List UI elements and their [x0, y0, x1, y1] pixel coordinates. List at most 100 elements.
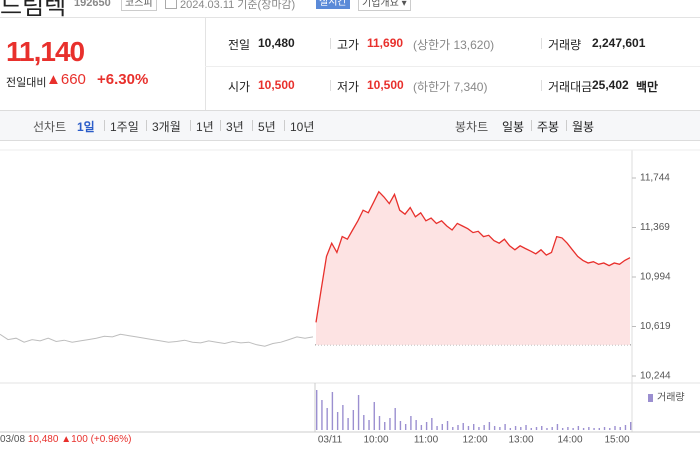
volume-bar: [609, 428, 611, 430]
volume-bar: [514, 426, 517, 430]
tab-title: 봉차트: [455, 120, 489, 134]
volume-bar: [556, 424, 559, 430]
divider: [541, 38, 542, 49]
volume-bar: [483, 425, 485, 430]
footer-date: 03/08: [0, 434, 26, 445]
divider: [104, 120, 105, 131]
x-tick-label: 10:00: [363, 435, 388, 446]
quote-value: 11,690: [367, 36, 404, 50]
volume-bar: [603, 427, 606, 430]
volume-bar: [394, 408, 396, 430]
divider: [284, 120, 285, 131]
x-tick-label: 13:00: [508, 435, 533, 446]
x-tick-label: 11:00: [414, 435, 439, 446]
realtime[interactable]: 실시간: [316, 0, 350, 9]
divider: [205, 18, 206, 110]
tab[interactable]: 월봉: [572, 120, 595, 134]
volume-bar: [598, 428, 600, 430]
quote-extra: (하한가 7,340): [413, 80, 488, 94]
volume-bar: [473, 424, 475, 430]
y-tick-label: 11,744: [640, 173, 670, 184]
quote-unit: 백만: [636, 80, 659, 94]
quote-value: 25,402: [592, 78, 629, 92]
volume-bar: [373, 402, 375, 430]
divider: [146, 120, 147, 131]
volume-bar: [452, 427, 454, 430]
volume-bar: [614, 426, 616, 430]
volume-bar: [561, 428, 564, 430]
company: 기업개요: [362, 0, 399, 9]
divider: [190, 120, 191, 131]
divider: [220, 120, 221, 131]
quote-value: 10,500: [367, 78, 404, 92]
stock-name: 드림텍: [0, 0, 67, 20]
volume-bar: [499, 427, 501, 430]
tab[interactable]: 3년: [226, 120, 244, 134]
volume-bar: [530, 428, 532, 430]
volume-bar: [347, 418, 349, 430]
volume-bar: [384, 422, 386, 430]
volume-bar: [541, 426, 543, 430]
tab[interactable]: 1주일: [110, 120, 139, 134]
x-tick-label: 12:00: [462, 435, 487, 446]
volume-bar: [457, 425, 459, 430]
tab-bar: [0, 110, 700, 141]
divider: [566, 120, 567, 131]
volume-bar: [572, 428, 574, 430]
quote-label: 고가: [337, 38, 360, 52]
company-button[interactable]: 기업개요 ▾: [358, 0, 411, 11]
volume-bar: [415, 420, 417, 430]
volume-bar: [520, 427, 522, 430]
date: 2024.03.11 기준(장마감): [180, 0, 296, 11]
x-tick-label: 03/11: [318, 435, 343, 446]
y-tick-label: 10,619: [640, 321, 671, 332]
quote-value: 10,480: [258, 36, 295, 50]
volume-bar: [389, 418, 391, 430]
quote-value: 10,500: [258, 78, 295, 92]
quote-label: 시가: [228, 80, 251, 94]
volume-bar: [478, 427, 480, 430]
volume-bar: [488, 422, 491, 430]
footer-change: ▲100: [61, 434, 88, 445]
volume-bar: [404, 424, 407, 430]
volume-bar: [436, 426, 438, 430]
tab-title: 선차트: [33, 120, 67, 134]
quote-label: 거래대금: [548, 80, 593, 94]
price-line: [0, 333, 314, 347]
volume-bar: [493, 426, 496, 430]
quote-label: 전일: [228, 38, 251, 52]
tab[interactable]: 10년: [290, 120, 315, 134]
tab[interactable]: 일봉: [502, 120, 525, 134]
tab[interactable]: 주봉: [537, 120, 560, 134]
volume-bar: [582, 428, 585, 430]
volume-bar: [316, 390, 318, 430]
volume-bar: [535, 427, 538, 430]
divider: [252, 120, 253, 131]
volume-bar: [551, 427, 553, 430]
volume-bar: [509, 428, 512, 430]
volume-bar: [326, 408, 328, 430]
volume-bar: [342, 405, 344, 430]
divider: [330, 38, 331, 49]
tab[interactable]: 1년: [196, 120, 214, 134]
volume-bar: [546, 428, 548, 430]
volume-bar: [399, 421, 402, 430]
tab[interactable]: 1일: [77, 120, 95, 134]
change: ▲660: [46, 71, 86, 88]
footer-price: 10,480: [27, 434, 59, 445]
volume-bar: [630, 422, 632, 430]
y-tick-label: 10,994: [640, 272, 671, 283]
volume-bar: [624, 425, 627, 430]
chart: 11,744 11,369 10,994 10,619 10,244 03/08 03/11…: [0, 149, 700, 446]
volume-bar: [431, 418, 433, 430]
tab[interactable]: 3개월: [152, 120, 181, 134]
quote-extra: (상한가 13,620): [413, 38, 495, 52]
legend-label: 거래량: [657, 392, 685, 404]
volume-bar: [619, 427, 621, 430]
volume-bar: [363, 415, 365, 430]
volume-bar: [336, 412, 339, 430]
volume-bar: [593, 428, 595, 430]
y-tick-label: 10,244: [640, 371, 671, 382]
tab[interactable]: 5년: [258, 120, 276, 134]
